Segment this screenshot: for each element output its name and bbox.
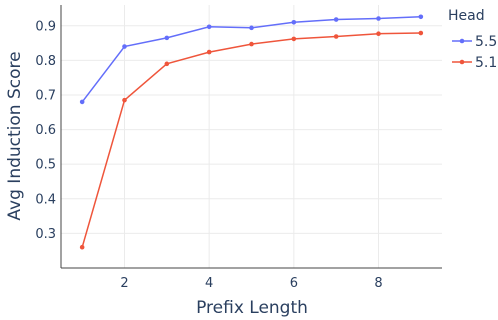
x-tick-label: 6 — [290, 276, 298, 291]
legend-swatch-marker — [459, 38, 465, 44]
data-point — [291, 36, 297, 42]
data-point — [206, 49, 212, 55]
y-tick-label: 0.3 — [35, 227, 56, 242]
data-point — [333, 17, 339, 22]
y-tick-label: 0.4 — [35, 192, 56, 207]
data-point — [122, 44, 127, 49]
legend-label: 5.5 — [475, 34, 497, 50]
grid — [61, 5, 442, 268]
y-tick-label: 0.6 — [35, 123, 56, 138]
data-point — [376, 16, 381, 21]
data-point — [122, 97, 127, 103]
series-5-5 — [79, 14, 424, 105]
data-point — [164, 35, 170, 41]
legend-label: 5.1 — [475, 55, 497, 71]
x-tick-label: 2 — [120, 276, 128, 291]
series-5-1 — [79, 30, 424, 250]
data-point — [79, 244, 85, 250]
data-point — [418, 14, 424, 20]
legend-title: Head — [448, 8, 485, 24]
x-tick-label: 8 — [374, 276, 382, 291]
data-point — [291, 20, 297, 25]
legend: Head 5.5 5.1 — [448, 8, 497, 71]
data-point — [418, 30, 424, 36]
x-tick-label: 4 — [205, 276, 213, 291]
y-tick-label: 0.8 — [35, 54, 56, 69]
data-point — [206, 24, 212, 30]
y-axis-title: Avg Induction Score — [5, 51, 25, 220]
y-tick-label: 0.9 — [35, 19, 56, 34]
y-tick-label: 0.5 — [35, 158, 56, 173]
data-point — [249, 25, 254, 31]
series-layer — [79, 14, 424, 250]
series-line — [81, 32, 421, 248]
tick-labels: 0.3 0.4 0.5 0.6 0.7 0.8 0.9 2 4 6 8 — [35, 19, 382, 291]
data-point — [79, 99, 85, 105]
data-point — [249, 41, 254, 47]
legend-item[interactable]: 5.5 — [452, 34, 497, 50]
legend-item[interactable]: 5.1 — [452, 55, 497, 71]
legend-swatch-marker — [459, 59, 465, 65]
axes — [60, 5, 442, 269]
x-axis-title: Prefix Length — [196, 298, 308, 318]
data-point — [333, 34, 339, 39]
y-tick-label: 0.7 — [35, 88, 56, 103]
data-point — [376, 31, 381, 37]
data-point — [164, 61, 170, 67]
